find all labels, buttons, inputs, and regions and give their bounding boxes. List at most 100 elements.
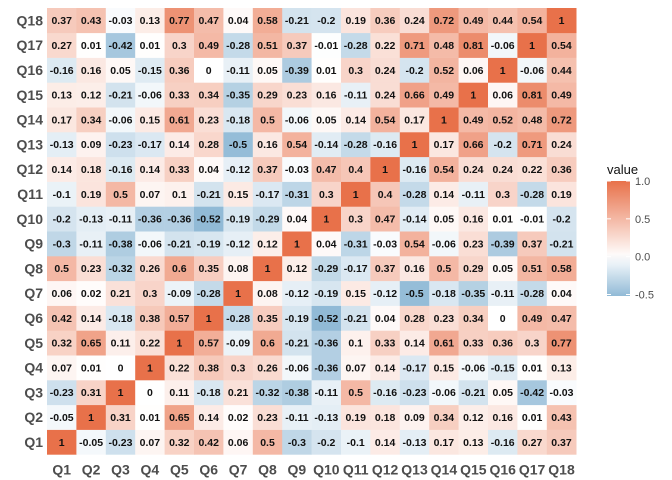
heatmap-cell	[488, 355, 518, 381]
cell-value-label: 1	[500, 65, 506, 77]
cell-value-label: 0.66	[404, 90, 425, 102]
heatmap-cell	[194, 429, 224, 455]
heatmap-cell	[135, 107, 165, 133]
cell-value-label: 1	[206, 313, 212, 325]
cell-value-label: 0.6	[260, 338, 275, 350]
cell-value-label: -0.3	[288, 437, 306, 449]
cell-value-label: 0.3	[319, 189, 334, 201]
heatmap-cell	[429, 256, 459, 282]
heatmap-cell	[105, 8, 136, 34]
heatmap-cell	[164, 404, 195, 430]
heatmap-cell	[223, 404, 254, 430]
heatmap-cell	[223, 256, 254, 282]
heatmap-cell	[488, 8, 518, 34]
heatmap-cell	[370, 380, 401, 406]
heatmap-cell	[76, 355, 107, 381]
cell-value-label: -0.21	[109, 90, 133, 102]
cell-value-label: 0.51	[257, 40, 278, 52]
cell-value-label: 0.37	[375, 263, 396, 275]
cell-value-label: 0.15	[345, 288, 366, 300]
cell-value-label: 0.47	[375, 214, 396, 226]
cell-value-label: -0.06	[491, 40, 515, 52]
heatmap-cell	[282, 156, 312, 182]
cell-value-label: 0.3	[143, 288, 158, 300]
cell-value-label: 0.14	[51, 164, 72, 176]
heatmap-cell	[76, 231, 107, 257]
heatmap-cell	[311, 57, 342, 83]
heatmap-cell	[399, 305, 430, 331]
cell-value-label: 0.06	[51, 288, 72, 300]
cell-value-label: 0.37	[522, 238, 543, 250]
x-tick-label: Q13	[401, 461, 428, 477]
heatmap-cell	[458, 305, 489, 331]
cell-value-label: 0.34	[434, 412, 455, 424]
cell-value-label: 0.26	[257, 362, 278, 374]
cell-value-label: -0.06	[109, 114, 133, 126]
cell-value-label: 0.12	[257, 238, 278, 250]
heatmap-cell	[517, 429, 548, 455]
heatmap-cell	[194, 330, 224, 356]
heatmap-cell	[429, 132, 459, 158]
heatmap-cell	[282, 404, 312, 430]
heatmap-cell	[458, 32, 489, 58]
heatmap-cell	[370, 355, 401, 381]
heatmap-cell	[370, 82, 401, 108]
cell-value-label: 1	[147, 362, 153, 374]
cell-value-label: 0.13	[463, 437, 484, 449]
cell-value-label: 0.15	[140, 114, 161, 126]
heatmap-cell	[458, 181, 489, 207]
heatmap-cell	[458, 132, 489, 158]
cell-value-label: 0.06	[463, 65, 484, 77]
x-tick-label: Q1	[52, 461, 71, 477]
heatmap-cell	[458, 404, 489, 430]
cell-value-label: -0.03	[285, 164, 309, 176]
cell-value-label: 0.32	[51, 338, 72, 350]
cell-value-label: 0.01	[81, 362, 102, 374]
x-tick-label: Q15	[460, 461, 487, 477]
heatmap-cell	[282, 206, 312, 232]
cell-value-label: 1	[294, 238, 300, 250]
cell-value-label: -0.28	[403, 189, 427, 201]
heatmap-cell	[252, 231, 283, 257]
cell-value-label: -0.16	[403, 164, 427, 176]
cell-value-label: 0.24	[375, 65, 396, 77]
cell-value-label: 0.01	[522, 412, 543, 424]
cell-value-label: 1	[559, 15, 565, 27]
heatmap-cell	[429, 206, 459, 232]
cell-value-label: 0.01	[316, 65, 337, 77]
legend-tick-label: 1.0	[635, 176, 650, 188]
cell-value-label: -0.36	[314, 338, 338, 350]
heatmap-cell	[370, 156, 401, 182]
heatmap-cell	[311, 181, 342, 207]
cell-value-label: 0.18	[375, 412, 396, 424]
heatmap-cell	[399, 181, 430, 207]
cell-value-label: -0.23	[109, 437, 133, 449]
cell-value-label: 0.42	[198, 437, 219, 449]
cell-value-label: 0.02	[228, 412, 249, 424]
cell-value-label: 0.15	[228, 189, 249, 201]
cell-value-label: 0.01	[81, 40, 102, 52]
heatmap-cell	[76, 8, 107, 34]
heatmap-cell	[546, 380, 577, 406]
heatmap-cell	[194, 206, 224, 232]
heatmap-cell	[194, 380, 224, 406]
heatmap-cell	[429, 380, 459, 406]
heatmap-cell	[517, 32, 548, 58]
heatmap-cell	[282, 181, 312, 207]
heatmap-cell	[47, 355, 77, 381]
heatmap-cell	[135, 206, 165, 232]
y-tick-label: Q14	[17, 112, 44, 128]
cell-value-label: 0.04	[287, 214, 308, 226]
cell-value-label: 1	[176, 338, 182, 350]
cell-value-label: 0.07	[140, 189, 161, 201]
cell-value-label: -0.5	[405, 288, 423, 300]
cell-value-label: -0.1	[347, 437, 365, 449]
cell-value-label: 0.02	[81, 288, 102, 300]
heatmap-cell	[164, 256, 195, 282]
cell-value-label: -0.01	[314, 40, 338, 52]
heatmap-cell	[399, 404, 430, 430]
heatmap-cell	[311, 355, 342, 381]
x-tick-label: Q11	[343, 461, 369, 477]
cell-value-label: -0.11	[315, 387, 339, 399]
heatmap-cell	[311, 404, 342, 430]
